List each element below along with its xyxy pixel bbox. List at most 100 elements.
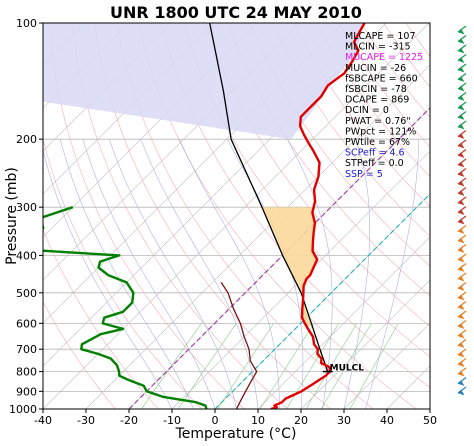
index-text: MLCIN = -315 — [345, 42, 411, 53]
dry-adiabat-line — [43, 301, 116, 409]
wind-barb-flag — [457, 152, 465, 158]
mulcl-label: MULCL — [330, 364, 365, 374]
index-text: SSP = 5 — [345, 169, 383, 180]
dry-adiabat-line — [294, 23, 430, 207]
dry-adiabat-line — [427, 23, 430, 27]
index-text: MUCIN = -26 — [345, 63, 406, 74]
wind-barb-flag — [457, 142, 465, 149]
dry-adiabat-line — [249, 23, 430, 267]
index-text: fSBCAPE = 660 — [345, 73, 418, 84]
wind-barb-flag — [457, 304, 465, 310]
wind-barb-flag — [457, 85, 465, 92]
chart-title: UNR 1800 UTC 24 MAY 2010 — [110, 3, 362, 22]
isotherm-line — [429, 408, 430, 409]
wind-barb-flag — [457, 218, 465, 225]
index-text: PWAT = 0.76" — [345, 116, 411, 127]
y-tick-label: 800 — [16, 366, 37, 379]
minus20-isotherm-line — [128, 107, 430, 409]
dry-adiabat-line — [271, 23, 430, 237]
x-tick-label: -10 — [163, 414, 181, 427]
dry-adiabat-line — [93, 23, 331, 409]
moist-adiabat-line — [109, 139, 237, 409]
wind-barb-flag — [457, 104, 465, 111]
x-tick-label: -30 — [77, 414, 95, 427]
wind-barb-flag — [457, 266, 465, 272]
upper-shading-area — [43, 23, 365, 140]
x-tick-label: 30 — [337, 414, 351, 427]
wind-barb-flag — [457, 57, 465, 63]
wind-barb-flag — [457, 133, 465, 139]
wind-barb-flag — [457, 209, 465, 215]
wind-barb-flag — [457, 275, 465, 282]
wind-barb-flag — [457, 323, 465, 329]
isotherm-line — [257, 236, 430, 409]
wind-barb-flag — [457, 28, 465, 35]
y-tick-label: 100 — [16, 17, 37, 30]
moist-adiabat-line — [60, 139, 194, 409]
wind-barb-flag — [457, 380, 465, 386]
wind-barb-flag — [457, 342, 465, 348]
index-text: STPeff = 0.0 — [345, 158, 404, 169]
temperature-line — [270, 23, 366, 409]
y-tick-label: 500 — [16, 287, 37, 300]
dry-adiabat-line — [182, 23, 430, 358]
wind-barb-flag — [457, 361, 465, 367]
wind-barb-flag — [457, 47, 465, 54]
index-text: DCIN = 0 — [345, 105, 389, 116]
index-text: fSBCIN = -78 — [345, 84, 407, 95]
parcel-line — [209, 23, 329, 372]
wind-barb-flag — [457, 237, 465, 244]
mixing-ratio-line — [217, 323, 274, 409]
wind-barb-flag — [457, 256, 465, 263]
wind-barb-flag — [457, 123, 465, 130]
dry-adiabat-line — [43, 137, 202, 409]
index-text: MUCAPE = 1225 — [345, 52, 423, 63]
y-tick-label: 700 — [16, 343, 37, 356]
dry-adiabat-line — [160, 23, 430, 389]
wind-barb-flag — [457, 228, 465, 234]
y-axis-label: Pressure (mb) — [4, 167, 20, 265]
isotherm-line — [300, 279, 430, 409]
x-axis-label: Temperature (°C) — [175, 426, 297, 442]
x-tick-label: 10 — [251, 414, 265, 427]
wind-barb-flag — [457, 332, 465, 339]
plot-frame — [42, 22, 431, 410]
index-text: PWtile = 67% — [345, 137, 410, 148]
wind-barb-flag — [457, 294, 465, 301]
freezing-isotherm-line — [214, 193, 430, 409]
wind-barb-flag — [457, 38, 465, 44]
wind-barb-flag — [457, 180, 465, 187]
wind-barb-flag — [457, 247, 465, 253]
wind-barb-flag — [457, 171, 465, 177]
x-tick-label: -20 — [120, 414, 138, 427]
wind-barb-flag — [457, 351, 465, 358]
x-tick-label: 40 — [380, 414, 394, 427]
wind-barb-flag — [457, 313, 465, 320]
y-tick-label: 400 — [16, 249, 37, 262]
y-tick-label: 200 — [16, 133, 37, 146]
wind-barb-flag — [457, 76, 465, 82]
y-tick-label: 900 — [16, 385, 37, 398]
y-tick-label: 300 — [16, 201, 37, 214]
y-tick-label: 600 — [16, 317, 37, 330]
wind-barb-flag — [457, 285, 465, 291]
index-text: SCPeff = 4.6 — [345, 148, 405, 159]
dewpoint-line — [43, 206, 208, 409]
wind-barb-flag — [457, 190, 465, 196]
y-tick-label: 1000 — [9, 403, 37, 416]
x-tick-label: 0 — [212, 414, 219, 427]
dry-adiabat-line — [71, 23, 288, 409]
index-text: PWpct = 121% — [345, 126, 416, 137]
x-tick-label: 20 — [294, 414, 308, 427]
index-text: DCAPE = 869 — [345, 95, 409, 106]
x-tick-label: -40 — [34, 414, 52, 427]
dry-adiabat-line — [49, 23, 245, 409]
index-text: MLCAPE = 107 — [345, 31, 416, 42]
wind-barb-flag — [457, 114, 465, 120]
wind-barb-flag — [457, 389, 465, 396]
isotherm-line — [43, 23, 430, 409]
wind-barb-flag — [457, 370, 465, 377]
wind-barb-flag — [457, 161, 465, 168]
wind-barb-flag — [457, 199, 465, 206]
